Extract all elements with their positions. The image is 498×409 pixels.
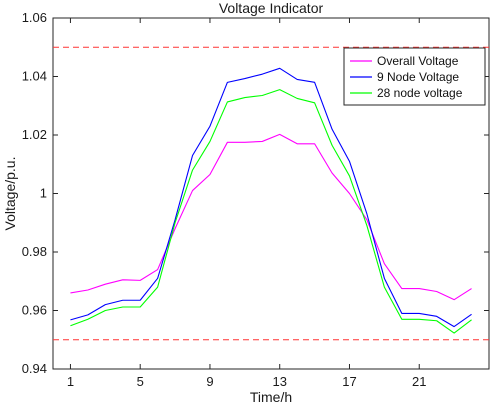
y-tick-label: 0.94 — [22, 361, 47, 376]
x-tick-label: 5 — [137, 374, 144, 389]
chart-title: Voltage Indicator — [219, 0, 324, 16]
x-tick-label: 21 — [412, 374, 426, 389]
x-tick-label: 13 — [272, 374, 286, 389]
legend-label: 28 node voltage — [377, 86, 463, 100]
plot-area: 0.94 0.96 0.98 1 1.02 1.04 1.06 1 5 9 13 17 21 Overal… — [22, 10, 490, 389]
legend-label: 9 Node Voltage — [377, 70, 459, 84]
legend: Overall Voltage 9 Node Voltage 28 node vol… — [343, 47, 486, 106]
series-line-3 — [70, 89, 472, 334]
legend-label: Overall Voltage — [377, 54, 459, 68]
y-tick-label: 1.02 — [22, 127, 47, 142]
legend-box — [343, 47, 486, 106]
series-line-2 — [70, 67, 472, 328]
x-tick-label: 1 — [67, 374, 74, 389]
x-tick-label: 9 — [206, 374, 213, 389]
y-tick-label: 1.06 — [22, 10, 47, 25]
x-axis-label: Time/h — [250, 389, 292, 405]
y-tick-label: 1.04 — [22, 69, 47, 84]
series-line-1 — [70, 133, 472, 301]
y-axis-label: Voltage/p.u. — [2, 157, 18, 231]
x-tick-label: 17 — [342, 374, 356, 389]
y-tick-label: 1 — [40, 186, 47, 201]
y-tick-label: 0.98 — [22, 244, 47, 259]
y-tick-label: 0.96 — [22, 303, 47, 318]
